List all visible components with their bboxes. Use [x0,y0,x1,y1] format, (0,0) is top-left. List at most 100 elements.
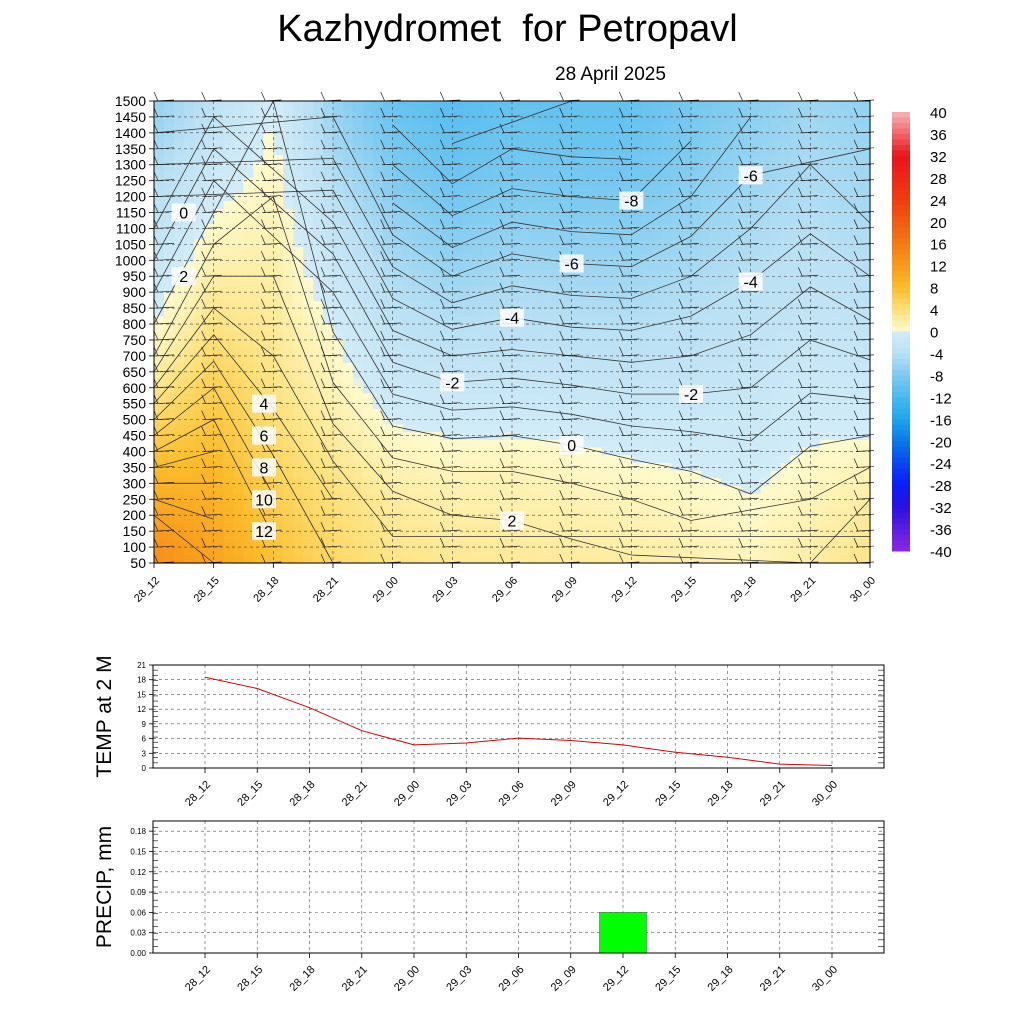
temp-cell [631,470,642,479]
wind-barb-flag [678,330,684,341]
temp-cell [382,409,394,418]
temp-cell [342,162,354,171]
temp-cell [631,301,642,310]
wind-barb-flag [559,139,564,149]
temp-cell [173,378,185,387]
temp-cell [860,285,871,295]
temp-cell [770,101,782,110]
wind-barb [155,290,175,293]
temp-cell [502,216,513,225]
temp-cell [700,362,712,372]
temp-cell [492,262,503,271]
wind-barb-flag [261,91,266,102]
temp-cell [611,239,622,248]
temp-cell [412,455,424,464]
wind-barb-flag [380,490,385,500]
temp-cell [631,293,642,302]
temp-cell [452,185,463,194]
temp-cell [720,278,732,287]
temp-cell [303,478,314,487]
wind-barb [442,322,461,325]
temp-cell [452,131,463,141]
temp-cell [521,339,533,348]
temp-cell [193,293,205,302]
temp-cell [154,193,165,202]
temp-cell [760,401,772,410]
temp-cell [293,308,304,318]
wind-barb [322,513,342,516]
temp-cell [591,378,603,387]
wind-barb-flag [320,490,326,500]
temp-cell [830,555,841,564]
temp-cell [780,370,792,379]
temp-cell [681,154,692,164]
temp-cell [621,270,632,279]
temp-cell [521,332,533,341]
temp-cell [243,247,255,256]
temp-cell [591,362,603,372]
temp-cell [611,247,622,256]
wind-barb-flag [678,490,684,500]
temp-cell [571,416,583,425]
temp-cell [283,470,294,479]
wind-barb [442,306,461,309]
temp-cell [452,432,463,441]
wind-barb-flag [678,267,684,277]
wind-barb [501,115,521,118]
temp-cell [800,293,811,302]
temp-cell [362,239,374,248]
temp-cell [641,339,652,348]
temp-cell [492,301,503,310]
temp-cell [502,493,513,502]
temp-cell [581,308,593,318]
temp-cell [631,539,642,549]
wind-barb [382,163,401,166]
wind-barb [382,338,401,341]
temp-cell [621,285,632,295]
temp-cell [223,516,235,526]
temp-cell [671,524,682,533]
temp-cell [512,162,523,171]
wind-barb [263,322,282,325]
temp-cell [303,362,314,372]
temp-cell [700,262,712,271]
temp-cell [502,547,513,556]
temp-cell [512,185,523,194]
temp-cell [531,131,543,141]
temp-cell [591,147,603,156]
wind-barb-flag [153,203,159,213]
temp-cell [253,178,264,187]
temp-cell [810,278,821,287]
wind-barb-flag [380,330,385,341]
temp-cell [820,301,831,310]
wind-barb [263,450,282,452]
temp-cell [780,178,792,187]
temp-cell [263,370,274,379]
temp-cell [830,285,841,295]
temp-cell [850,255,861,264]
wind-barb [203,418,222,420]
temp-cell [352,308,364,318]
temp-cell [283,416,294,425]
temp-cell [730,339,742,348]
temp-cell [810,301,821,310]
temp-cell [750,355,762,364]
temp-cell [372,324,384,333]
temp-cell [850,285,861,295]
temp-cell [283,147,294,156]
temp-cell [531,324,543,333]
wind-barb [621,258,640,261]
temp-cell [253,362,264,372]
wind-barb [740,481,759,484]
temp-cell [203,270,215,279]
temp-cell [412,293,424,302]
temp-cell [730,416,742,425]
wind-barb-flag [380,251,385,261]
temp-cell [502,486,513,495]
temp-cell [392,185,404,194]
temp-cell [571,278,583,287]
temp-cell [850,424,861,433]
temp-cell [422,462,434,472]
temp-cell [730,162,742,171]
wind-barb [561,195,580,197]
